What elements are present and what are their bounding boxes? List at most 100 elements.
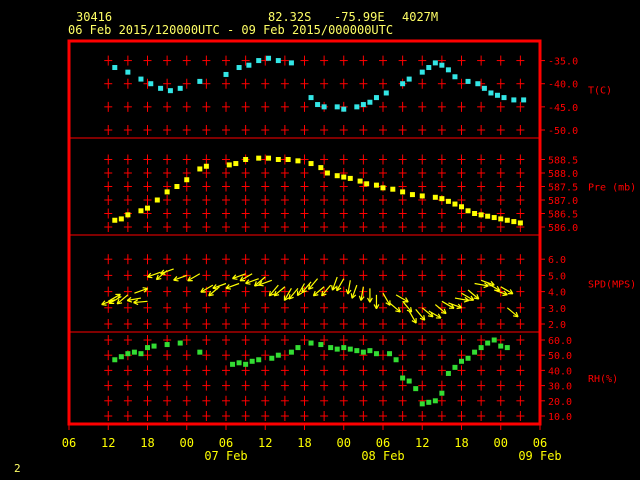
- temperature-point: [334, 104, 340, 110]
- temperature-point: [266, 55, 272, 61]
- wind-arrow-shaft: [360, 286, 364, 301]
- wind-arrow: [134, 287, 149, 294]
- wind-arrow-head: [443, 308, 447, 314]
- day-label: 09 Feb: [518, 449, 561, 463]
- wind-arrow-head: [269, 293, 275, 297]
- y-tick-label: 586.5: [548, 210, 578, 221]
- wind-arrow-head: [321, 290, 324, 296]
- wind-arrow-head: [245, 279, 250, 284]
- wind-arrow-head: [373, 304, 377, 310]
- wind-arrow-shaft: [428, 310, 442, 319]
- wind-arrow-shaft: [283, 288, 292, 301]
- wind-arrow: [208, 286, 220, 297]
- wind-arrow-head: [156, 277, 162, 281]
- pressure-point: [275, 157, 281, 162]
- wind-arrow-shaft: [347, 280, 351, 295]
- temperature-point: [315, 102, 321, 108]
- x-tick-label: 06: [376, 436, 390, 450]
- temperature-point: [125, 69, 131, 75]
- pressure-point: [478, 212, 484, 218]
- y-tick-label: 6.0: [548, 255, 566, 266]
- wind-arrow: [116, 294, 129, 305]
- humidity-point: [478, 345, 484, 351]
- latitude: 82.32S: [268, 10, 312, 24]
- wind-arrow-shaft: [160, 268, 174, 275]
- wind-arrow-head: [258, 280, 263, 286]
- temperature-point: [465, 78, 471, 84]
- wind-arrow-head: [336, 287, 342, 292]
- wind-arrow: [448, 302, 463, 310]
- wind-arrow-head: [232, 274, 237, 279]
- wind-arrow: [212, 282, 227, 290]
- humidity-point: [197, 349, 203, 355]
- pressure-point: [347, 175, 353, 181]
- pressure-point: [256, 155, 262, 161]
- wind-arrow-head: [502, 294, 508, 297]
- y-tick-label: 10.0: [548, 412, 572, 423]
- pressure-point: [118, 216, 124, 222]
- wind-arrow-head: [101, 300, 106, 305]
- pressure-point: [439, 196, 445, 202]
- temperature-point: [223, 71, 229, 77]
- wind-arrow-head: [116, 298, 120, 305]
- temperature-point: [354, 104, 360, 110]
- wind-arrow-head: [126, 299, 133, 303]
- temperature-point: [360, 102, 366, 108]
- x-tick-label: 06: [533, 436, 547, 450]
- humidity-point: [243, 361, 249, 367]
- humidity-point: [151, 343, 157, 349]
- wind-arrow-head: [160, 273, 166, 276]
- humidity-point: [439, 390, 445, 396]
- wind-arrow-shaft: [101, 299, 115, 306]
- wind-arrow-shaft: [313, 286, 325, 297]
- time-range: 06 Feb 2015/120000UTC - 09 Feb 2015/0000…: [68, 23, 394, 37]
- humidity-point: [400, 375, 406, 381]
- wind-arrow: [402, 300, 413, 313]
- y-tick-label: 2.0: [548, 320, 566, 331]
- wind-arrow-head: [126, 296, 132, 301]
- wind-arrow: [474, 282, 489, 289]
- wind-arrow: [382, 292, 391, 306]
- pressure-point: [432, 194, 438, 200]
- temperature-point: [158, 85, 164, 91]
- wind-arrow-head: [108, 298, 113, 304]
- y-tick-label: 587.0: [548, 196, 578, 207]
- wind-arrow-head: [366, 297, 371, 303]
- wind-arrow-head: [143, 288, 149, 293]
- wind-arrow-shaft: [308, 278, 319, 290]
- grid-layer: [69, 55, 540, 421]
- wind-arrow-head: [245, 282, 251, 285]
- wind-arrow: [494, 289, 508, 297]
- pressure-point: [504, 217, 510, 223]
- wind-arrow: [373, 294, 380, 310]
- wind-arrow-head: [476, 294, 480, 300]
- humidity-point: [145, 345, 150, 351]
- pressure-point: [341, 174, 347, 180]
- pressure-point: [318, 165, 324, 171]
- temperature-point: [488, 90, 494, 96]
- x-tick-label: 12: [101, 436, 115, 450]
- wind-arrow-head: [313, 294, 319, 297]
- wind-arrow-shaft: [494, 289, 508, 296]
- wind-arrow-head: [133, 301, 139, 306]
- wind-arrow-head: [232, 277, 238, 280]
- wind-arrow: [415, 309, 426, 321]
- wind-arrow-head: [490, 280, 495, 286]
- wind-arrow-head: [142, 287, 148, 290]
- temperature-point: [432, 60, 438, 66]
- humidity-point: [164, 342, 170, 348]
- x-tick-label: 18: [454, 436, 468, 450]
- humidity-point: [432, 398, 438, 404]
- wind-arrow-shaft: [395, 294, 409, 303]
- wind-arrow-head: [464, 296, 470, 301]
- humidity-point: [230, 361, 236, 367]
- wind-arrow-head: [147, 276, 153, 279]
- wind-arrow-head: [503, 290, 508, 296]
- wind-arrow: [133, 299, 148, 306]
- temperature-point: [406, 76, 412, 82]
- temperature-point: [481, 85, 487, 91]
- wind-arrow: [239, 273, 253, 282]
- pressure-point: [203, 163, 209, 169]
- wind-arrow: [395, 294, 409, 303]
- axis-layer: -35.0 -40.0 -45.0 -50.0 T(C) 588.5 588.0 587.5 5…: [62, 57, 636, 463]
